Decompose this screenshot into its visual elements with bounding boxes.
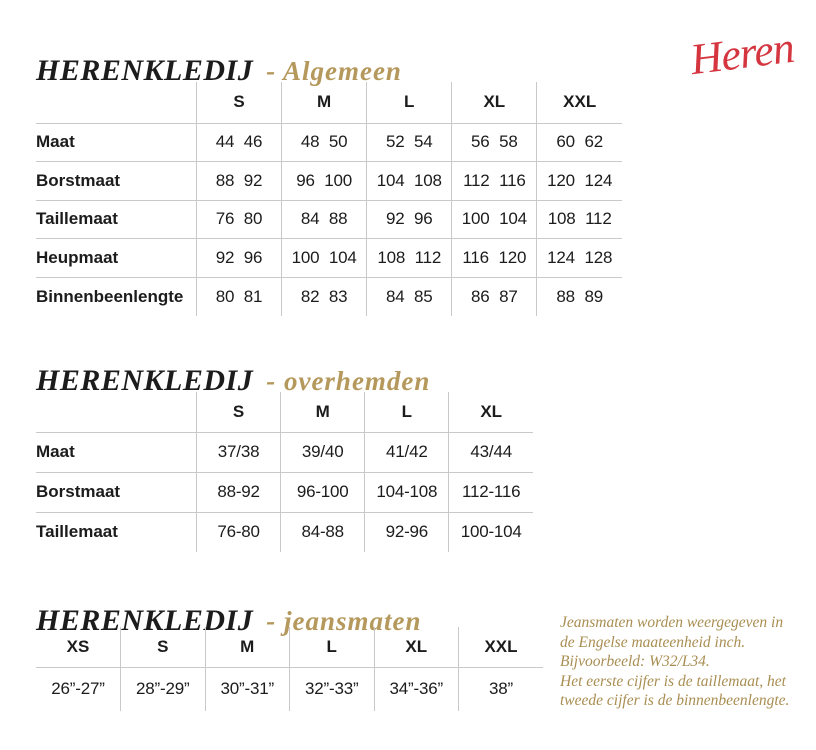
column-header: M (204, 627, 290, 667)
size-cell: 26”-27” (51, 679, 105, 699)
column-header: XL (373, 627, 459, 667)
size-cell: 108 112 (366, 238, 452, 277)
size-cell: 48 50 (281, 123, 367, 162)
table-algemeen: S M L XL XXL Maat 44 46 48 50 52 54 56 58 60 62 Bor… (36, 82, 622, 316)
column-header: XXL (458, 627, 543, 667)
column-header: L (364, 392, 449, 432)
size-cell: 96-100 (280, 472, 365, 512)
size-cell: 84-88 (280, 512, 365, 552)
size-cell: 100 104 (281, 238, 367, 277)
jeans-size-note: Jeansmaten worden weergegeven in de Engel… (560, 613, 816, 711)
column-header: XXL (536, 82, 622, 123)
size-cell: 92-96 (364, 512, 449, 552)
row-label: Maat (36, 132, 75, 152)
size-cell: 41/42 (364, 432, 449, 472)
column-header: M (280, 392, 365, 432)
section-title-overhemden: HERENKLEDIJ - overhemden (36, 364, 430, 398)
table-row: Borstmaat 88 92 96 100 104 108 112 116 120 12… (36, 161, 622, 200)
size-cell: 80 81 (195, 277, 282, 316)
size-cell: 56 58 (451, 123, 537, 162)
section-title-sub: - overhemden (266, 365, 431, 396)
size-cell: 38” (458, 667, 543, 711)
row-label: Taillemaat (36, 209, 118, 229)
size-cell: 30”-31” (204, 667, 290, 711)
size-cell: 92 96 (366, 200, 452, 239)
table-jeansmaten: XS S M L XL XXL 26”-27” 28”-29” 30”-31” 32”-33” 34… (36, 627, 543, 711)
column-header: S (195, 392, 281, 432)
note-line: de Engelse maateenheid inch. (560, 633, 746, 651)
table-row: 26”-27” 28”-29” 30”-31” 32”-33” 34”-36” 38” (36, 667, 543, 711)
column-header: M (281, 82, 367, 123)
size-cell: 88-92 (195, 472, 281, 512)
row-label: Binnenbeenlengte (36, 286, 184, 306)
row-label: Maat (36, 442, 75, 461)
size-cell: 37/38 (195, 432, 281, 472)
column-header: L (289, 627, 374, 667)
table-row: Binnenbeenlengte 80 81 82 83 84 85 86 87 88 8… (36, 277, 622, 316)
size-cell: 116 120 (451, 238, 537, 277)
size-cell: 84 85 (366, 277, 452, 316)
note-line: tweede cijfer is de binnenbeenlengte. (560, 692, 790, 709)
size-cell: 104 108 (366, 161, 452, 200)
section-title-sub: - Algemeen (266, 55, 402, 86)
table-header-row: S M L XL XXL (36, 82, 622, 123)
size-cell: 92 96 (195, 238, 282, 277)
size-cell: 96 100 (281, 161, 367, 200)
table-header-row: XS S M L XL XXL (36, 627, 543, 667)
size-cell: 34”-36” (373, 667, 459, 711)
table-row: Maat 44 46 48 50 52 54 56 58 60 62 (36, 123, 622, 162)
table-row: Borstmaat 88-92 96-100 104-108 112-116 (36, 472, 533, 512)
column-header: XL (448, 392, 533, 432)
size-cell: 104-108 (364, 472, 449, 512)
heren-script-logo: Heren (687, 22, 797, 85)
size-cell: 84 88 (281, 200, 367, 239)
note-line: Het eerste cijfer is de taillemaat, het (560, 672, 786, 690)
size-cell: 32”-33” (289, 667, 374, 711)
table-overhemden: S M L XL Maat 37/38 39/40 41/42 43/44 Borstmaat 88… (36, 392, 533, 552)
row-label: Taillemaat (36, 522, 118, 542)
column-header-empty (36, 82, 197, 123)
size-cell: 108 112 (536, 200, 622, 239)
size-cell: 86 87 (451, 277, 537, 316)
section-title-main: HERENKLEDIJ (36, 53, 254, 87)
table-row: Taillemaat 76 80 84 88 92 96 100 104 108 112 (36, 200, 622, 239)
size-cell: 112 116 (451, 161, 537, 200)
row-label: Borstmaat (36, 170, 121, 190)
row-label: Borstmaat (36, 482, 121, 501)
table-row: Heupmaat 92 96 100 104 108 112 116 120 124 12… (36, 238, 622, 277)
size-cell: 28”-29” (120, 667, 205, 711)
size-cell: 60 62 (536, 123, 622, 162)
row-label: Heupmaat (36, 247, 119, 267)
column-header: S (195, 82, 282, 123)
section-title-main: HERENKLEDIJ (36, 363, 254, 397)
column-header: XS (66, 636, 90, 656)
column-header: L (366, 82, 452, 123)
size-cell: 76-80 (195, 512, 281, 552)
size-cell: 43/44 (448, 432, 533, 472)
section-title-algemeen: HERENKLEDIJ - Algemeen (36, 54, 402, 88)
size-cell: 82 83 (281, 277, 367, 316)
note-line: Bijvoorbeeld: W32/L34. (560, 653, 710, 670)
note-line: Jeansmaten worden weergegeven in (560, 614, 784, 631)
size-cell: 100-104 (448, 512, 533, 552)
table-row: Maat 37/38 39/40 41/42 43/44 (36, 432, 533, 472)
size-cell: 88 89 (536, 277, 622, 316)
size-cell: 39/40 (280, 432, 365, 472)
size-cell: 100 104 (451, 200, 537, 239)
column-header: S (120, 627, 205, 667)
size-cell: 112-116 (448, 472, 533, 512)
size-cell: 120 124 (536, 161, 622, 200)
size-cell: 76 80 (195, 200, 282, 239)
table-header-row: S M L XL (36, 392, 533, 432)
column-header-empty (36, 392, 197, 432)
size-cell: 88 92 (195, 161, 282, 200)
size-cell: 44 46 (195, 123, 282, 162)
column-header: XL (451, 82, 537, 123)
size-cell: 52 54 (366, 123, 452, 162)
size-cell: 124 128 (536, 238, 622, 277)
table-row: Taillemaat 76-80 84-88 92-96 100-104 (36, 512, 533, 552)
